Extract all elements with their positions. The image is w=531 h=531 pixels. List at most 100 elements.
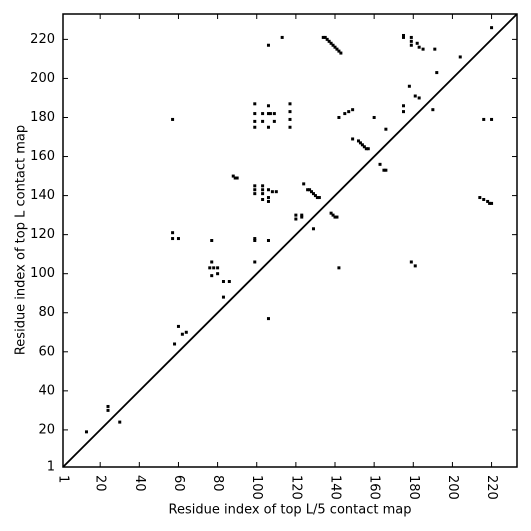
contact-point <box>310 190 314 194</box>
contact-point <box>402 35 405 39</box>
contact-point <box>84 430 88 434</box>
contact-point <box>431 108 435 112</box>
y-tick-label: 180 <box>30 110 55 125</box>
contact-point <box>266 104 270 108</box>
x-tick-label: 220 <box>484 475 499 500</box>
contact-point <box>253 112 257 116</box>
x-tick-label: 120 <box>288 475 303 500</box>
contact-point <box>478 196 482 200</box>
contact-point <box>294 217 298 221</box>
contact-point <box>221 295 225 299</box>
x-tick-label: 180 <box>406 475 421 500</box>
contact-point <box>253 125 257 129</box>
x-tick-label: 60 <box>171 475 186 492</box>
contact-point <box>331 43 335 47</box>
contact-point <box>253 188 257 192</box>
contact-point <box>227 280 231 284</box>
contact-point <box>351 108 355 112</box>
y-tick-label: 1 <box>47 460 55 475</box>
contact-point <box>118 420 122 424</box>
contact-point <box>325 37 329 41</box>
contact-point <box>280 35 284 39</box>
contact-point <box>321 35 325 39</box>
contact-point <box>266 196 270 200</box>
contact-point <box>433 47 437 51</box>
contact-point <box>106 408 110 412</box>
contact-point <box>306 188 310 192</box>
x-tick-label: 140 <box>328 475 343 500</box>
y-tick-label: 100 <box>30 266 55 281</box>
contact-point <box>210 239 214 242</box>
x-tick-label: 40 <box>132 475 147 492</box>
contact-point <box>106 404 110 408</box>
contact-point <box>210 260 214 264</box>
contact-point <box>253 192 257 196</box>
contact-point <box>261 184 265 188</box>
contact-point <box>266 239 270 242</box>
y-axis-label: Residue index of top L contact map <box>14 125 29 355</box>
contact-point <box>356 139 360 143</box>
contact-point <box>409 39 413 43</box>
contact-point <box>402 110 405 114</box>
contact-point <box>323 35 327 39</box>
contact-point <box>366 147 370 151</box>
contact-point <box>329 211 333 215</box>
y-tick-label: 120 <box>30 227 55 242</box>
contact-point <box>490 26 494 30</box>
contact-point <box>360 143 364 147</box>
contact-point <box>210 274 214 278</box>
contact-point <box>335 215 339 219</box>
contact-point <box>216 266 220 270</box>
contact-point <box>337 49 341 53</box>
contact-point <box>253 239 257 242</box>
contact-point <box>302 182 306 186</box>
contact-point <box>216 272 220 276</box>
contact-point <box>266 43 270 47</box>
contact-point <box>364 147 368 151</box>
contact-point <box>300 213 304 217</box>
contact-point <box>180 332 184 336</box>
contact-point <box>413 94 417 98</box>
contact-point <box>261 112 265 116</box>
contact-point <box>173 342 177 346</box>
contact-point <box>415 41 419 45</box>
y-tick-label: 160 <box>30 149 55 164</box>
contact-point <box>402 104 405 108</box>
contact-point <box>266 125 270 129</box>
contact-point <box>329 41 333 45</box>
contact-point <box>343 112 347 116</box>
contact-point <box>288 110 292 114</box>
contact-point <box>261 192 265 196</box>
x-tick-label: 100 <box>249 475 264 500</box>
y-tick-label: 200 <box>30 71 55 86</box>
contact-point <box>413 264 417 268</box>
contact-point <box>337 266 341 270</box>
contact-point <box>488 201 492 205</box>
contact-point <box>231 174 235 178</box>
contact-point <box>274 190 278 194</box>
contact-point <box>266 317 270 321</box>
contact-point <box>235 176 239 180</box>
y-tick-label: 140 <box>30 188 55 203</box>
contact-point <box>409 35 413 39</box>
contact-point <box>311 192 315 196</box>
contact-point <box>268 112 272 116</box>
contact-point <box>490 201 494 205</box>
x-tick-label: 80 <box>210 475 225 492</box>
contact-point <box>253 184 257 188</box>
contact-point <box>337 115 341 119</box>
x-tick-label: 20 <box>93 475 108 492</box>
contact-point <box>270 190 274 194</box>
contact-point <box>482 197 486 201</box>
contact-point <box>335 47 339 51</box>
contact-point <box>212 266 216 270</box>
contact-point <box>176 237 180 241</box>
contact-point <box>486 199 490 203</box>
y-tick-label: 20 <box>38 422 55 437</box>
contact-point <box>171 117 175 121</box>
contact-point <box>402 33 405 37</box>
contact-point <box>358 141 362 145</box>
x-tick-label: 1 <box>56 475 71 483</box>
contact-point <box>382 168 386 172</box>
contact-point <box>184 330 188 334</box>
